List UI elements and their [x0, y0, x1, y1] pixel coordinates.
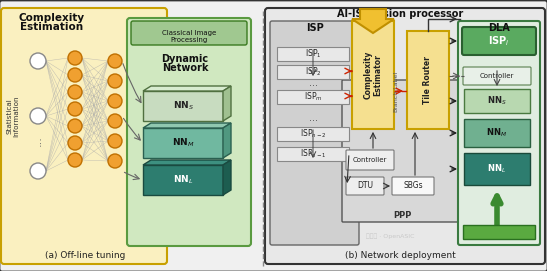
- Bar: [277, 90, 349, 104]
- Text: 公众号 · OpenASIC: 公众号 · OpenASIC: [366, 233, 414, 239]
- FancyBboxPatch shape: [463, 67, 531, 85]
- Text: ISP$_2$: ISP$_2$: [305, 66, 321, 78]
- Text: NN$_S$: NN$_S$: [487, 95, 507, 107]
- Circle shape: [68, 85, 82, 99]
- FancyBboxPatch shape: [346, 150, 394, 170]
- Text: Network: Network: [162, 63, 208, 73]
- Bar: [407, 31, 449, 129]
- Bar: [143, 165, 223, 195]
- FancyBboxPatch shape: [127, 18, 251, 246]
- Circle shape: [108, 94, 122, 108]
- Bar: [143, 128, 223, 158]
- Circle shape: [68, 153, 82, 167]
- Circle shape: [30, 53, 46, 69]
- Bar: [463, 225, 535, 239]
- Text: Classical Image: Classical Image: [162, 30, 216, 36]
- Polygon shape: [352, 9, 394, 33]
- Polygon shape: [143, 123, 231, 128]
- Text: DTU: DTU: [357, 182, 373, 191]
- Circle shape: [68, 119, 82, 133]
- Text: ISP: ISP: [306, 23, 324, 33]
- Text: Complexity: Complexity: [19, 13, 85, 23]
- Text: NN$_L$: NN$_L$: [173, 174, 193, 186]
- Text: PPP: PPP: [393, 211, 411, 221]
- Bar: [143, 91, 223, 121]
- Bar: [464, 119, 530, 147]
- Circle shape: [68, 136, 82, 150]
- FancyBboxPatch shape: [462, 27, 536, 55]
- Polygon shape: [223, 123, 231, 158]
- Text: ISP$_m$: ISP$_m$: [304, 91, 322, 103]
- Text: DLA: DLA: [488, 23, 510, 33]
- Bar: [277, 147, 349, 161]
- Text: Tile Router: Tile Router: [423, 56, 433, 104]
- FancyBboxPatch shape: [346, 177, 384, 195]
- Text: NN$_M$: NN$_M$: [172, 137, 194, 149]
- Polygon shape: [143, 86, 231, 91]
- Text: AI-ISP vision processor: AI-ISP vision processor: [337, 9, 463, 19]
- Text: Processing: Processing: [170, 37, 208, 43]
- Text: ...: ...: [33, 136, 43, 146]
- Text: Branch·Label: Branch·Label: [393, 70, 399, 112]
- Polygon shape: [143, 160, 231, 165]
- Text: Statistical
Information: Statistical Information: [7, 95, 20, 137]
- Text: Controller: Controller: [480, 73, 514, 79]
- Text: SBGs: SBGs: [403, 182, 423, 191]
- Bar: [464, 153, 530, 185]
- Text: NN$_M$: NN$_M$: [486, 127, 508, 139]
- Text: ISP$_i$: ISP$_i$: [488, 34, 510, 48]
- Circle shape: [108, 74, 122, 88]
- Circle shape: [30, 108, 46, 124]
- Bar: [352, 21, 394, 129]
- FancyBboxPatch shape: [270, 21, 359, 245]
- Text: ISP$_{n-2}$: ISP$_{n-2}$: [300, 128, 327, 140]
- Polygon shape: [223, 86, 231, 121]
- Circle shape: [68, 68, 82, 82]
- Text: ISP$_1$: ISP$_1$: [305, 48, 321, 60]
- Text: Controller: Controller: [353, 157, 387, 163]
- Text: NN$_L$: NN$_L$: [487, 163, 507, 175]
- FancyBboxPatch shape: [392, 177, 434, 195]
- FancyBboxPatch shape: [131, 21, 247, 45]
- FancyBboxPatch shape: [458, 21, 540, 245]
- Text: Dynamic: Dynamic: [161, 54, 208, 64]
- Bar: [277, 47, 349, 61]
- Polygon shape: [223, 160, 231, 195]
- Bar: [277, 127, 349, 141]
- Circle shape: [108, 114, 122, 128]
- Circle shape: [68, 51, 82, 65]
- Circle shape: [108, 154, 122, 168]
- Bar: [277, 65, 349, 79]
- FancyBboxPatch shape: [265, 8, 545, 264]
- Circle shape: [108, 54, 122, 68]
- Text: ...: ...: [309, 78, 317, 88]
- FancyBboxPatch shape: [342, 80, 462, 222]
- Bar: [464, 89, 530, 113]
- Circle shape: [68, 102, 82, 116]
- Text: Estimation: Estimation: [20, 22, 84, 32]
- Text: NN$_S$: NN$_S$: [172, 100, 194, 112]
- Circle shape: [108, 134, 122, 148]
- Text: ...: ...: [309, 113, 317, 123]
- Circle shape: [30, 163, 46, 179]
- Text: (b) Network deployment: (b) Network deployment: [345, 251, 455, 260]
- FancyBboxPatch shape: [1, 8, 167, 264]
- Text: Complexity
Estimator: Complexity Estimator: [363, 51, 383, 99]
- Text: ISP$_{n-1}$: ISP$_{n-1}$: [300, 148, 327, 160]
- Text: (a) Off-line tuning: (a) Off-line tuning: [45, 251, 125, 260]
